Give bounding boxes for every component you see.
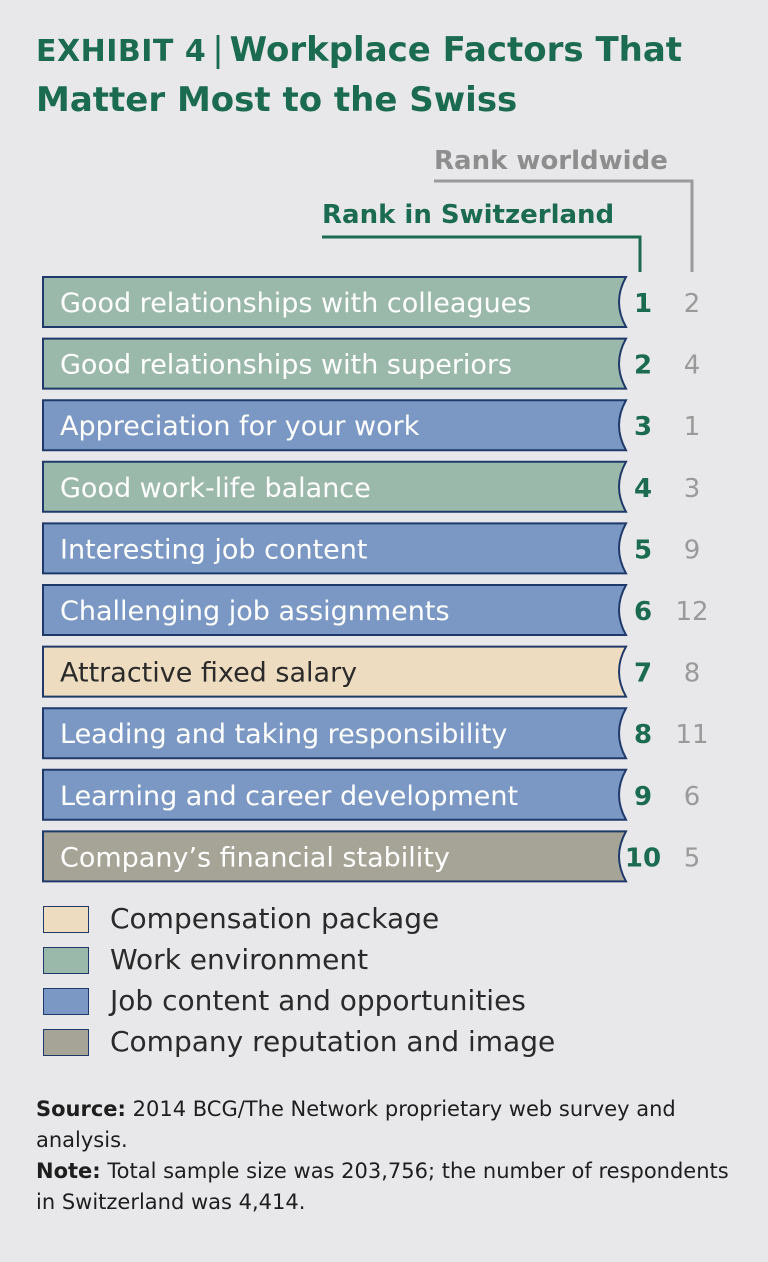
factor-row: Challenging job assignments 6 12 bbox=[42, 584, 709, 636]
factor-row: Good relationships with colleagues 1 2 bbox=[42, 276, 701, 328]
factor-row: Attractive fixed salary 7 8 bbox=[42, 645, 701, 698]
factor-bar bbox=[42, 645, 628, 698]
worldwide-bracket-line bbox=[434, 179, 694, 272]
rank-worldwide-value: 6 bbox=[684, 782, 701, 812]
rank-worldwide-value: 1 bbox=[684, 412, 701, 442]
factor-label: Challenging job assignments bbox=[60, 596, 450, 627]
ranking-chart: Good relationships with colleagues 1 2Good… bbox=[42, 179, 709, 883]
factor-bar bbox=[42, 337, 628, 390]
factor-row: Learning and career development 9 6 bbox=[42, 768, 701, 821]
rank-switzerland-value: 7 bbox=[634, 659, 652, 689]
factor-row: Good work-life balance 4 3 bbox=[42, 460, 701, 513]
factor-row: Company’s financial stability 10 5 bbox=[42, 830, 701, 883]
source-text: 2014 BCG/The Network proprietary web sur… bbox=[36, 1097, 676, 1152]
factor-label: Good relationships with superiors bbox=[60, 350, 512, 381]
factor-label: Learning and career development bbox=[60, 781, 518, 812]
rank-worldwide-value: 5 bbox=[684, 843, 701, 873]
rank-switzerland-value: 6 bbox=[634, 597, 652, 627]
factor-label: Attractive fixed salary bbox=[60, 658, 357, 689]
legend-swatch bbox=[43, 906, 89, 933]
factor-row: Interesting job content 5 9 bbox=[42, 522, 701, 575]
factor-bar bbox=[42, 522, 628, 575]
rank-worldwide-value: 4 bbox=[684, 351, 701, 381]
chart-title: EXHIBIT 4 | Workplace Factors That Matter … bbox=[36, 26, 736, 124]
sample-note: Note: Total sample size was 203,756; the… bbox=[36, 1156, 736, 1218]
factor-bar bbox=[42, 276, 628, 328]
legend-label: Compensation package bbox=[110, 902, 440, 935]
rank-worldwide-value: 11 bbox=[675, 720, 708, 750]
rank-switzerland-value: 9 bbox=[634, 782, 652, 812]
factor-row: Good relationships with superiors 2 4 bbox=[42, 337, 701, 390]
rank-switzerland-value: 8 bbox=[634, 720, 652, 750]
rank-switzerland-value: 4 bbox=[634, 474, 652, 504]
rank-worldwide-value: 8 bbox=[684, 659, 701, 689]
rank-worldwide-value: 12 bbox=[675, 597, 708, 627]
legend-label: Company reputation and image bbox=[110, 1025, 556, 1058]
note-label: Note: bbox=[36, 1159, 101, 1183]
factor-bar bbox=[42, 830, 628, 883]
rank-switzerland-value: 10 bbox=[625, 843, 661, 873]
factor-row: Leading and taking responsibility 8 11 bbox=[42, 707, 709, 760]
factor-bar bbox=[42, 584, 628, 636]
rank-worldwide-header: Rank worldwide bbox=[434, 146, 668, 176]
factor-label: Interesting job content bbox=[60, 534, 368, 565]
rank-worldwide-value: 2 bbox=[684, 289, 701, 319]
footnotes: Source: 2014 BCG/The Network proprietary… bbox=[36, 1094, 736, 1218]
factor-bar bbox=[42, 399, 628, 452]
factor-bar bbox=[42, 460, 628, 513]
factor-bar bbox=[42, 707, 628, 760]
rank-worldwide-value: 9 bbox=[684, 535, 701, 565]
legend-label: Work environment bbox=[110, 943, 369, 976]
legend-swatch bbox=[43, 1029, 89, 1056]
rank-switzerland-value: 2 bbox=[634, 351, 652, 381]
switzerland-bracket-line bbox=[322, 235, 642, 272]
legend-swatch bbox=[43, 988, 89, 1015]
factor-row: Appreciation for your work 3 1 bbox=[42, 399, 701, 452]
rank-switzerland-value: 3 bbox=[634, 412, 652, 442]
factor-label: Good relationships with colleagues bbox=[60, 288, 531, 319]
exhibit-label: EXHIBIT 4 bbox=[36, 34, 207, 69]
rank-switzerland-value: 1 bbox=[634, 289, 652, 319]
title-text: Workplace Factors That Matter Most to th… bbox=[36, 30, 683, 120]
source-note: Source: 2014 BCG/The Network proprietary… bbox=[36, 1094, 736, 1156]
legend-swatch bbox=[43, 947, 89, 974]
rank-switzerland-value: 5 bbox=[634, 535, 652, 565]
factor-bar bbox=[42, 768, 628, 821]
title-separator: | bbox=[212, 30, 224, 70]
note-text: Total sample size was 203,756; the numbe… bbox=[36, 1159, 729, 1214]
source-label: Source: bbox=[36, 1097, 126, 1121]
rank-switzerland-header: Rank in Switzerland bbox=[322, 200, 615, 230]
factor-label: Company’s financial stability bbox=[60, 842, 450, 873]
factor-label: Good work-life balance bbox=[60, 473, 371, 504]
legend-label: Job content and opportunities bbox=[110, 984, 526, 1017]
factor-label: Leading and taking responsibility bbox=[60, 719, 507, 750]
factor-label: Appreciation for your work bbox=[60, 411, 420, 442]
rank-worldwide-value: 3 bbox=[684, 474, 701, 504]
